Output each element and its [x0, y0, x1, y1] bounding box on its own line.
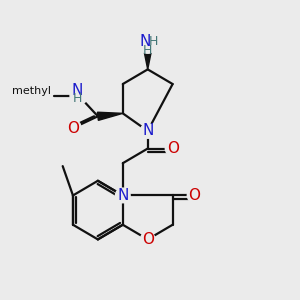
Text: methyl: methyl — [12, 86, 51, 96]
Text: N: N — [142, 123, 153, 138]
Text: O: O — [167, 141, 178, 156]
Circle shape — [140, 124, 155, 138]
Text: H: H — [73, 92, 82, 105]
Text: O: O — [189, 188, 201, 203]
Polygon shape — [144, 49, 152, 69]
Circle shape — [65, 120, 81, 136]
Circle shape — [70, 87, 88, 105]
Polygon shape — [98, 112, 123, 120]
Text: O: O — [142, 232, 154, 247]
Circle shape — [139, 36, 157, 53]
Text: H: H — [143, 44, 152, 57]
Circle shape — [116, 188, 130, 203]
Text: N: N — [72, 83, 83, 98]
Circle shape — [187, 188, 202, 203]
Text: O: O — [67, 121, 79, 136]
Text: N: N — [117, 188, 128, 203]
Text: H: H — [149, 35, 158, 48]
Circle shape — [165, 141, 180, 156]
Text: N: N — [139, 34, 151, 49]
Circle shape — [140, 232, 155, 247]
